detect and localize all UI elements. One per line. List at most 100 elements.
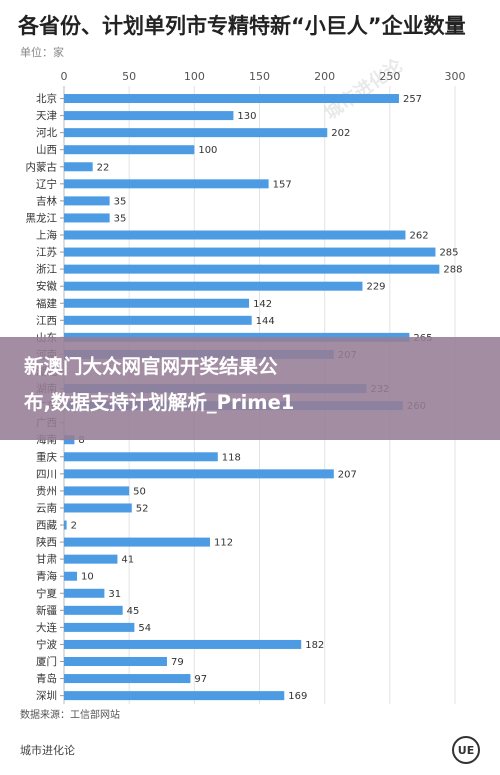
- bar: [64, 179, 269, 189]
- bar: [64, 605, 123, 615]
- bar: [64, 622, 135, 632]
- category-label: 西藏: [36, 520, 57, 532]
- promo-overlay-text[interactable]: 新澳门大众网官网开奖结果公 布,数据支持计划解析_Prime1: [24, 349, 484, 421]
- value-label: 202: [331, 128, 350, 139]
- bar: [64, 503, 132, 513]
- value-label: 50: [133, 486, 146, 497]
- category-label: 重庆: [36, 450, 57, 463]
- value-label: 229: [366, 282, 385, 293]
- bar: [64, 162, 93, 172]
- bar: [64, 213, 110, 223]
- value-label: 79: [171, 657, 184, 668]
- value-label: 8: [78, 435, 84, 446]
- category-label: 上海: [36, 229, 57, 242]
- category-label: 深圳: [36, 690, 57, 702]
- bar: [64, 281, 363, 291]
- bar: [64, 691, 285, 701]
- category-label: 福建: [36, 297, 57, 310]
- bar: [64, 657, 167, 667]
- value-label: 10: [81, 572, 94, 583]
- value-label: 262: [409, 231, 428, 242]
- bar: [64, 111, 234, 121]
- bar: [64, 571, 78, 581]
- value-label: 157: [273, 179, 292, 190]
- category-label: 吉林: [36, 194, 57, 207]
- category-label: 宁波: [36, 638, 57, 651]
- category-label: 青海: [36, 570, 57, 583]
- unit-label: 单位：家: [20, 46, 64, 59]
- value-label: 31: [108, 589, 121, 600]
- x-tick-label: 100: [184, 70, 205, 83]
- bar: [64, 469, 334, 479]
- chart-title: 各省份、计划单列市专精特新“小巨人”企业数量: [18, 14, 466, 38]
- bar: [64, 452, 218, 462]
- bar: [64, 315, 252, 325]
- category-label: 宁夏: [36, 587, 57, 600]
- value-label: 207: [338, 469, 357, 480]
- value-label: 118: [222, 452, 241, 463]
- bar: [64, 674, 191, 684]
- category-label: 青岛: [36, 672, 57, 685]
- value-label: 100: [198, 145, 217, 156]
- bar: [64, 196, 110, 206]
- bar: [64, 247, 436, 257]
- value-label: 288: [443, 265, 462, 276]
- bar: [64, 639, 302, 649]
- x-tick-label: 50: [122, 70, 136, 83]
- category-label: 贵州: [36, 484, 57, 497]
- category-label: 江苏: [36, 246, 57, 259]
- category-label: 安徽: [36, 280, 57, 293]
- bar: [64, 298, 250, 308]
- category-label: 河北: [36, 127, 57, 139]
- category-label: 甘肃: [36, 553, 57, 566]
- x-tick-label: 0: [61, 70, 68, 83]
- value-label: 45: [127, 606, 140, 617]
- bar: [64, 264, 440, 274]
- value-label: 41: [121, 555, 134, 566]
- value-label: 54: [138, 623, 151, 634]
- category-label: 四川: [36, 468, 57, 480]
- value-label: 97: [194, 674, 207, 685]
- x-tick-label: 250: [379, 70, 400, 83]
- category-label: 陕西: [36, 536, 57, 549]
- x-tick-label: 300: [445, 70, 466, 83]
- category-label: 山西: [36, 144, 57, 156]
- value-label: 285: [439, 248, 458, 259]
- value-label: 35: [114, 196, 127, 207]
- category-label: 内蒙古: [26, 160, 58, 173]
- category-label: 江西: [36, 315, 57, 327]
- bar: [64, 537, 210, 547]
- bar: [64, 520, 67, 530]
- category-label: 浙江: [36, 264, 57, 276]
- value-label: 52: [136, 503, 149, 514]
- watermark-text: 城市进化论: [320, 54, 407, 124]
- x-tick-label: 150: [249, 70, 270, 83]
- bar: [64, 588, 105, 598]
- bar: [64, 486, 130, 496]
- value-label: 169: [288, 691, 307, 702]
- category-label: 辽宁: [36, 177, 57, 190]
- value-label: 144: [256, 316, 275, 327]
- category-label: 北京: [36, 92, 57, 105]
- bar: [64, 554, 118, 564]
- brand-logo-icon: UE: [452, 736, 480, 764]
- value-label: 2: [71, 521, 77, 532]
- data-source: 数据来源：工信部网站: [20, 710, 120, 721]
- bar: [64, 94, 399, 104]
- brand-name: 城市进化论: [20, 744, 75, 757]
- x-tick-label: 200: [314, 70, 335, 83]
- bar: [64, 128, 328, 138]
- value-label: 142: [253, 299, 272, 310]
- promo-line-2: 布,数据支持计划解析_Prime1: [24, 391, 295, 414]
- value-label: 22: [97, 162, 110, 173]
- promo-overlay-banner[interactable]: [0, 337, 500, 440]
- category-label: 天津: [36, 110, 57, 122]
- category-label: 黑龙江: [26, 211, 58, 224]
- value-label: 182: [305, 640, 324, 651]
- value-label: 130: [237, 111, 256, 122]
- promo-line-1: 新澳门大众网官网开奖结果公: [24, 355, 278, 378]
- value-label: 35: [114, 213, 127, 224]
- category-label: 云南: [36, 501, 57, 514]
- category-label: 大连: [36, 621, 57, 634]
- bar: [64, 145, 195, 155]
